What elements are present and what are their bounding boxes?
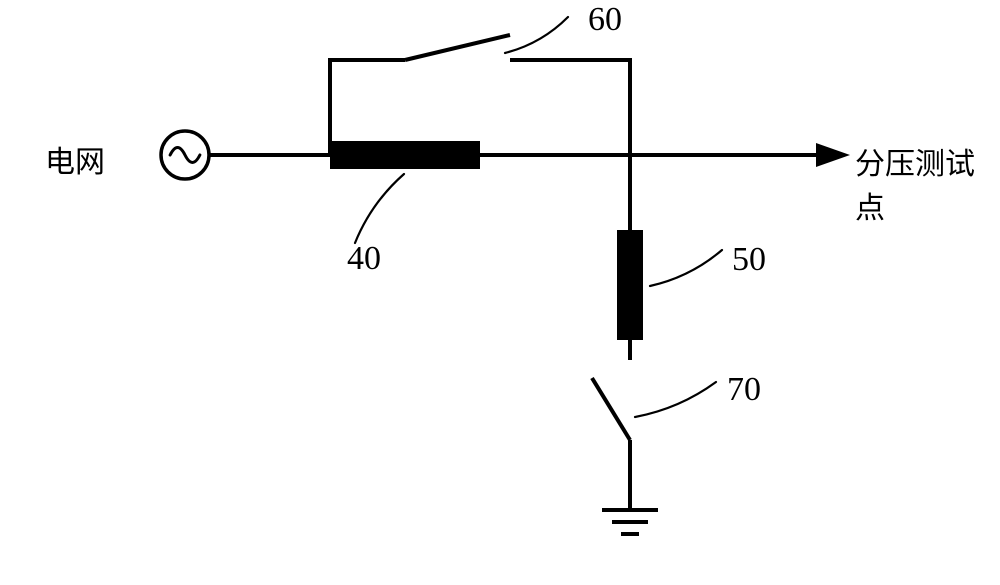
switch-70-arm-icon <box>592 378 630 440</box>
leader-70 <box>635 382 716 417</box>
switch-60-arm-icon <box>405 35 510 60</box>
ref-60: 60 <box>588 1 622 38</box>
ref-40: 40 <box>347 240 381 277</box>
arrow-testpoint-icon <box>816 143 850 167</box>
label-testpoint: 分压测试点 <box>855 139 1000 227</box>
component-40-icon <box>330 141 480 169</box>
component-50-icon <box>617 230 643 340</box>
circuit-diagram: 60 40 50 70 电网 分压测试点 <box>0 0 1000 585</box>
circuit-svg: 60 40 50 70 <box>0 0 1000 585</box>
leader-40 <box>355 174 404 243</box>
ref-70: 70 <box>727 371 761 408</box>
label-source: 电网 <box>45 137 105 181</box>
ref-50: 50 <box>732 241 766 278</box>
leader-50 <box>650 250 722 286</box>
leader-60 <box>505 17 568 53</box>
